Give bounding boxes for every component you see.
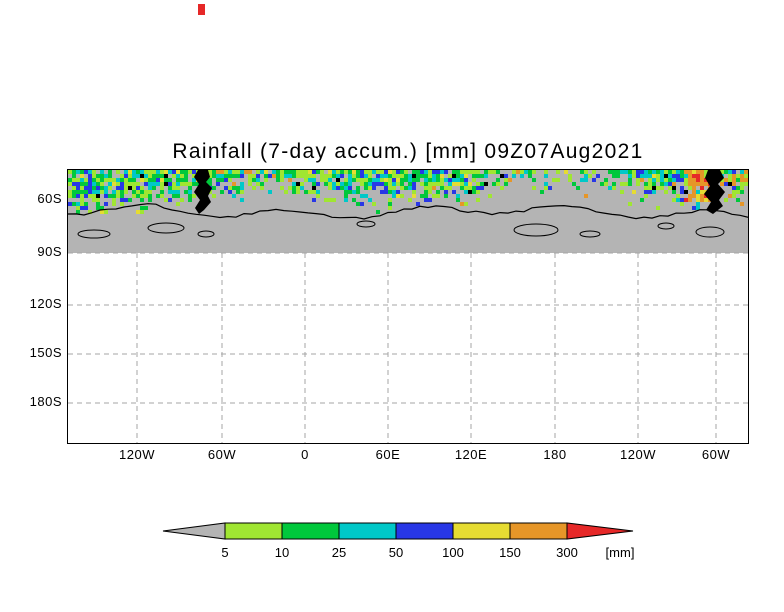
y-axis-label: 150S [29,345,62,360]
x-axis-label: 60W [207,447,237,462]
y-axis-label: 180S [29,394,62,409]
plot-title: Rainfall (7-day accum.) [mm] 09Z07Aug202… [172,140,644,163]
map-frame [67,169,749,444]
gridlines [68,252,748,443]
y-axis-label: 60S [37,191,62,206]
x-axis-label: 120E [454,447,488,462]
x-axis-label: 120W [119,447,155,462]
colorbar-tick-label: 10 [275,545,289,560]
colorbar-tick-label: 5 [221,545,228,560]
artifact-mark [198,4,205,15]
colorbar: 5 10 25 50 100 150 300 [mm] [162,522,635,560]
coastline [68,203,748,220]
colorbar-segment [395,522,454,540]
colorbar-segment [509,522,568,540]
colorbar-segment [338,522,397,540]
x-axis-label: 60W [701,447,731,462]
land-contours [194,170,725,214]
island-contours [77,220,725,239]
colorbar-tick-label: 50 [389,545,403,560]
x-axis-label: 120W [620,447,656,462]
colorbar-segment [452,522,511,540]
map-plot [68,170,748,443]
colorbar-above-max-arrow [566,522,634,540]
y-axis-label: 120S [29,296,62,311]
x-axis-label: 60E [375,447,401,462]
colorbar-segment [224,522,283,540]
x-axis-label: 180 [543,447,567,462]
colorbar-tick-label: 100 [442,545,464,560]
y-axis-label: 90S [37,244,62,259]
x-axis-label: 0 [301,447,309,462]
colorbar-unit-label: [mm] [606,545,635,560]
colorbar-segment [281,522,340,540]
colorbar-tick-label: 150 [499,545,521,560]
colorbar-below-min-arrow [162,522,226,540]
colorbar-tick-label: 25 [332,545,346,560]
colorbar-tick-label: 300 [556,545,578,560]
